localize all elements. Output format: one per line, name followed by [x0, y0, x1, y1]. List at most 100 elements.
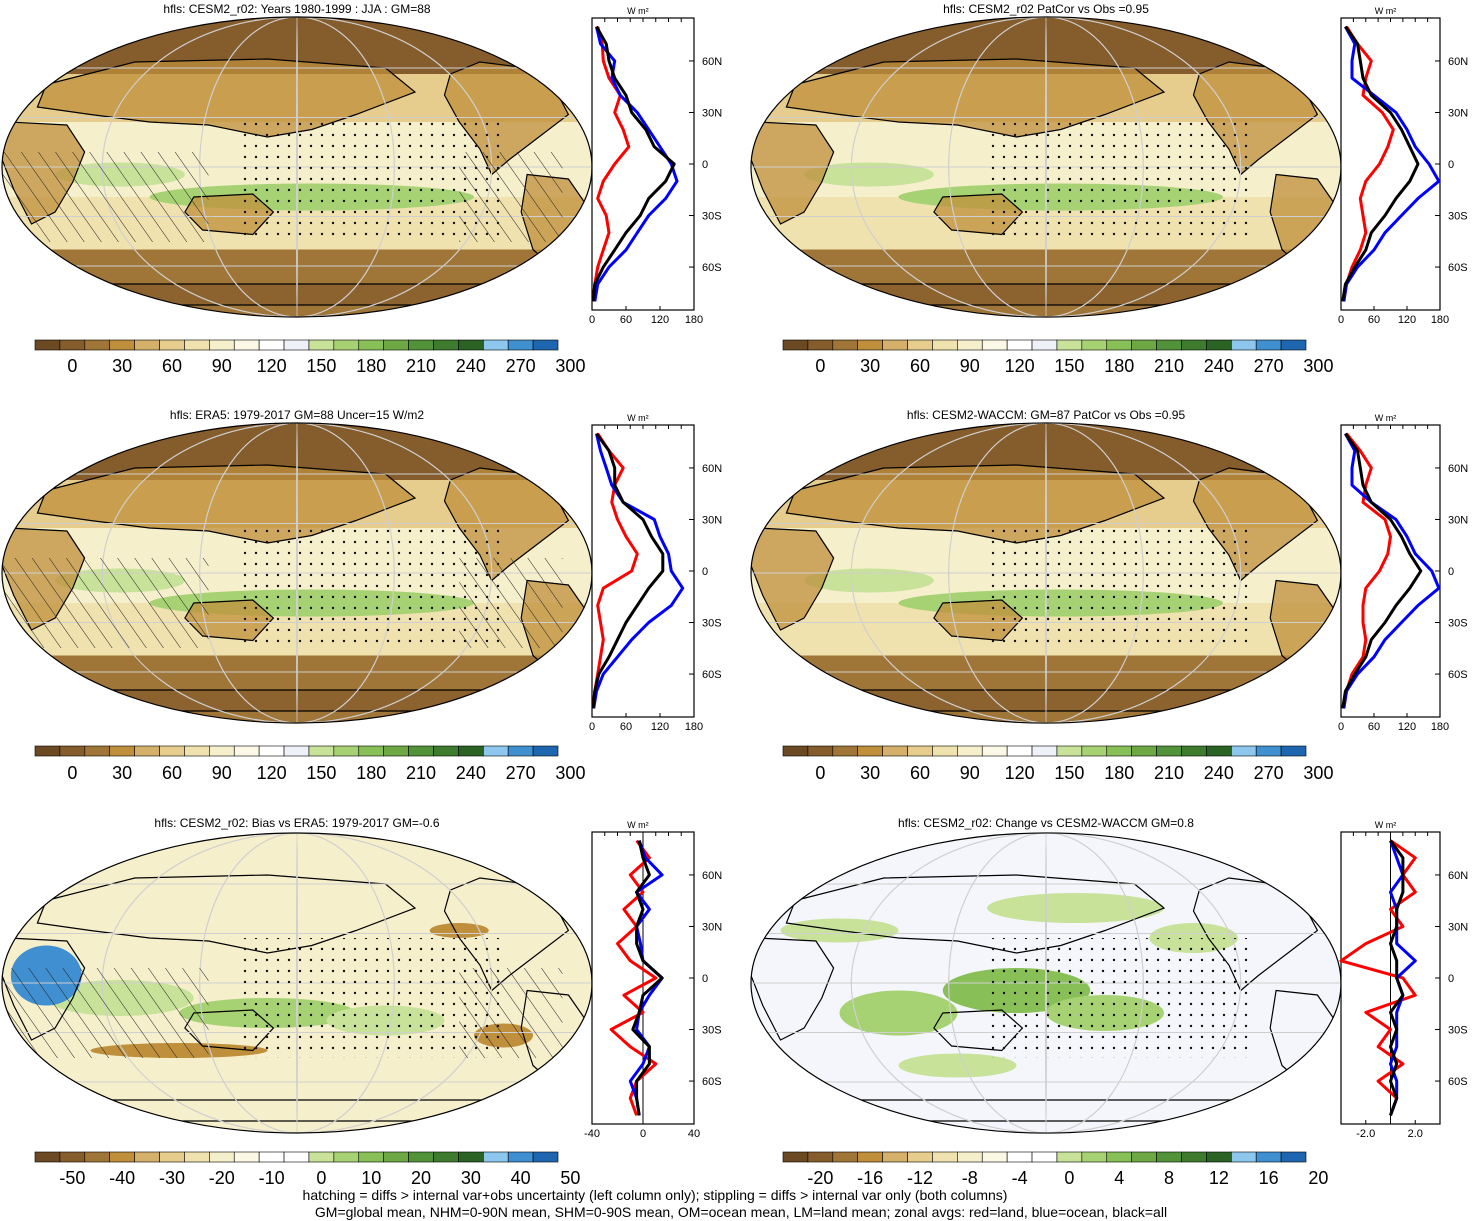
colorbar-swatch: [283, 1151, 310, 1163]
lat-tick-label: 30S: [1448, 1025, 1468, 1037]
units-label: W m²: [1375, 413, 1397, 423]
colorbar-swatch: [209, 745, 235, 757]
colorbar-swatch: [233, 339, 260, 351]
colorbar-swatch: [383, 339, 409, 351]
colorbar-swatch: [957, 1151, 983, 1163]
panel-title: hfls: CESM2_r02 PatCor vs Obs =0.95: [943, 2, 1149, 16]
colorbar-swatch: [1031, 745, 1058, 757]
colorbar-swatch: [532, 745, 559, 757]
lat-tick-label: 60S: [702, 262, 722, 274]
colorbar-label: -40: [109, 1168, 135, 1188]
colorbar-label: 60: [162, 356, 182, 376]
colorbar-swatch: [59, 1151, 86, 1163]
units-label: W m²: [627, 413, 649, 423]
zonal-line-all: [631, 840, 664, 1116]
x-tick-label: 0: [1338, 721, 1344, 733]
colorbar-swatch: [1230, 745, 1257, 757]
colorbar-swatch: [981, 339, 1008, 351]
lat-tick-label: 30N: [702, 107, 722, 119]
colorbar-swatch: [308, 1151, 335, 1163]
colorbar-swatch: [408, 745, 434, 757]
footer-line-1: hatching = diffs > internal var+obs unce…: [303, 1187, 1008, 1203]
panel-title: hfls: CESM2_r02: Bias vs ERA5: 1979-2017…: [154, 816, 439, 830]
units-label: W m²: [1375, 820, 1397, 830]
colorbar-swatch: [1131, 745, 1157, 757]
colorbar-label: 180: [1104, 356, 1134, 376]
colorbar-label: 0: [815, 356, 825, 376]
units-label: W m²: [1375, 6, 1397, 16]
colorbar-label: 270: [1254, 763, 1284, 783]
colorbar-label: 0: [67, 763, 77, 783]
hatching: [2, 558, 209, 648]
colorbar-swatch: [857, 339, 883, 351]
colorbar-swatch: [507, 339, 534, 351]
panel-title: hfls: CESM2_r02: Years 1980-1999 : JJA :…: [163, 2, 430, 16]
colorbar-label: 4: [1114, 1168, 1124, 1188]
lat-tick-label: 0: [702, 566, 708, 578]
colorbar-swatch: [932, 1151, 958, 1163]
panel-1: hfls: CESM2_r02: Years 1980-1999 : JJA :…: [1, 2, 722, 376]
x-tick-label: 120: [1398, 314, 1416, 326]
x-tick-label: 0: [1338, 314, 1344, 326]
colorbar-swatch: [1255, 745, 1282, 757]
colorbar-swatch: [1230, 1151, 1257, 1163]
lat-tick-label: 60N: [1448, 56, 1468, 68]
colorbar-label: 0: [67, 356, 77, 376]
colorbar-label: 120: [257, 763, 287, 783]
x-tick-label: 180: [1431, 314, 1449, 326]
lat-tick-label: 30S: [702, 618, 722, 630]
colorbar-swatch: [1255, 339, 1282, 351]
colorbar-swatch: [1106, 339, 1132, 351]
colorbar-swatch: [857, 1151, 883, 1163]
x-tick-label: 2.0: [1408, 1128, 1423, 1140]
colorbar-label: 0: [815, 763, 825, 783]
map: [750, 832, 1341, 1134]
panel-title: hfls: CESM2-WACCM: GM=87 PatCor vs Obs =…: [907, 408, 1186, 422]
continent-outline: [750, 937, 835, 1041]
colorbar-label: 30: [860, 763, 880, 783]
colorbar-swatch: [981, 745, 1008, 757]
colorbar-swatch: [258, 339, 285, 351]
lat-tick-label: 60S: [702, 669, 722, 681]
x-tick-label: 60: [620, 314, 632, 326]
colorbar-label: 90: [212, 763, 232, 783]
x-tick-label: 60: [1368, 314, 1380, 326]
lat-tick-label: 30N: [1448, 514, 1468, 526]
x-tick-label: 0: [640, 1128, 646, 1140]
colorbar-label: -50: [59, 1168, 85, 1188]
lat-tick-label: 30N: [702, 921, 722, 933]
colorbar-swatch: [532, 339, 559, 351]
colorbar-label: 60: [910, 763, 930, 783]
colorbar-label: 270: [506, 356, 536, 376]
lat-tick-label: 30S: [702, 1025, 722, 1037]
x-tick-label: -2.0: [1356, 1128, 1375, 1140]
colorbar-swatch: [258, 745, 285, 757]
hatching: [459, 558, 563, 648]
lat-tick-label: 30N: [1448, 921, 1468, 933]
colorbar-swatch: [1131, 339, 1157, 351]
colorbar-swatch: [333, 1151, 360, 1163]
colorbar-swatch: [1056, 339, 1083, 351]
lat-tick-label: 60S: [1448, 669, 1468, 681]
colorbar-swatch: [383, 1151, 409, 1163]
zonal-line-all: [591, 25, 676, 302]
zonal-line-ocean: [1342, 432, 1441, 709]
colorbar-swatch: [1056, 745, 1083, 757]
colorbar-label: 60: [162, 763, 182, 783]
colorbar-label: 180: [356, 356, 386, 376]
panel-2: hfls: CESM2_r02 PatCor vs Obs =0.95 W m² 6…: [750, 2, 1468, 376]
x-tick-label: 120: [651, 721, 669, 733]
anomaly-blob: [987, 893, 1164, 923]
colorbar-label: 30: [112, 356, 132, 376]
colorbar-swatch: [981, 1151, 1008, 1163]
colorbar-swatch: [1280, 339, 1307, 351]
colorbar-label: 0: [316, 1168, 326, 1188]
colorbar: 0 30 60 90 120 150 180 210 240 270 300: [34, 339, 585, 376]
colorbar-swatch: [807, 745, 834, 757]
continent-outline: [750, 121, 835, 225]
colorbar-swatch: [1156, 1151, 1182, 1163]
colorbar-label: 120: [1005, 763, 1035, 783]
colorbar-swatch: [882, 745, 908, 757]
colorbar-label: 10: [361, 1168, 381, 1188]
colorbar-swatch: [109, 1151, 135, 1163]
